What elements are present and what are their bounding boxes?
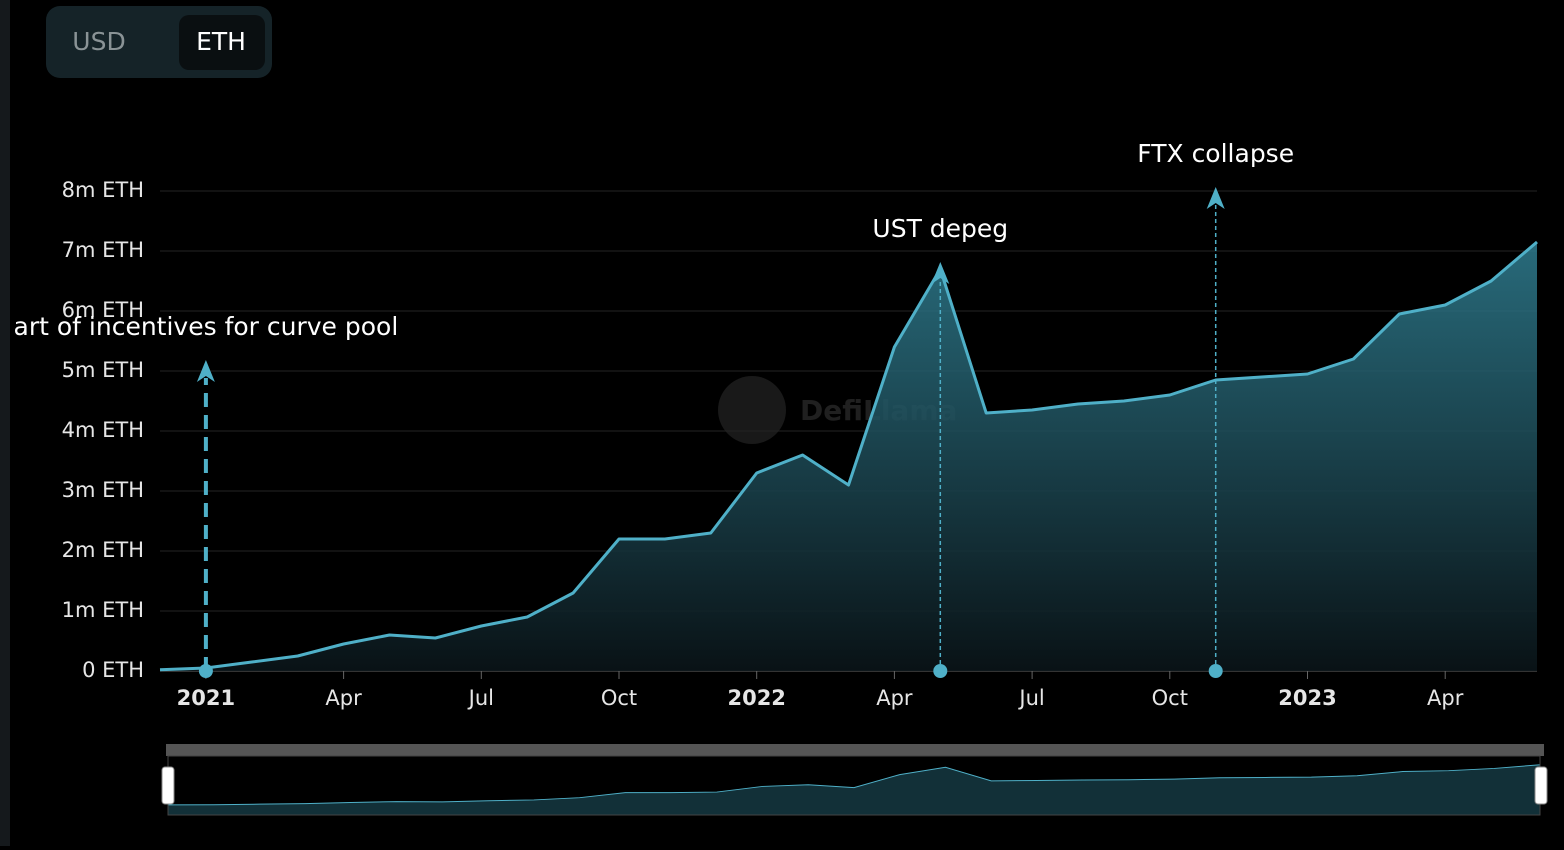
- x-tick-label: 2022: [727, 686, 785, 710]
- annotation-label: art of incentives for curve pool: [14, 312, 399, 341]
- x-tick-label: Jul: [467, 686, 494, 710]
- x-tick-label: Oct: [601, 686, 637, 710]
- toggle-option[interactable]: USD: [72, 27, 125, 56]
- toggle-option[interactable]: ETH: [196, 27, 246, 56]
- navigator-handle[interactable]: [161, 766, 175, 805]
- y-tick-label: 6m ETH: [62, 298, 144, 322]
- y-tick-label: 0 ETH: [82, 658, 144, 682]
- edge: [0, 0, 10, 846]
- y-tick-label: 3m ETH: [62, 478, 144, 502]
- y-tick-label: 5m ETH: [62, 358, 144, 382]
- y-tick-label: 1m ETH: [62, 598, 144, 622]
- navigator-handle[interactable]: [1534, 766, 1548, 805]
- line: [159, 240, 1538, 672]
- x-tick-label: Oct: [1152, 686, 1188, 710]
- annotation-arrow: [196, 360, 215, 382]
- annotation-label: UST depeg: [872, 214, 1008, 243]
- annotation-marker[interactable]: [198, 664, 213, 678]
- watermark-logo: [718, 376, 786, 444]
- annotation-marker[interactable]: [1208, 664, 1223, 678]
- x-tick-label: 2023: [1278, 686, 1336, 710]
- x-tick-label: Apr: [1427, 686, 1464, 710]
- x-tick-label: 2021: [177, 686, 235, 710]
- navigator-area: [167, 764, 1541, 816]
- annotation-arrow: [931, 262, 950, 284]
- annotation-marker[interactable]: [933, 664, 948, 678]
- navigator-bar[interactable]: [166, 744, 1544, 756]
- annotation-arrow: [1206, 187, 1225, 209]
- y-tick-label: 2m ETH: [62, 538, 144, 562]
- area: [160, 242, 1537, 671]
- toggle-active: [179, 15, 265, 70]
- y-tick-label: 4m ETH: [62, 418, 144, 442]
- x-tick-label: Apr: [876, 686, 913, 710]
- annotation-label: FTX collapse: [1137, 139, 1294, 168]
- x-tick-label: Jul: [1017, 686, 1044, 710]
- y-tick-label: 8m ETH: [62, 178, 144, 202]
- x-tick-label: Apr: [325, 686, 362, 710]
- y-tick-label: 7m ETH: [62, 238, 144, 262]
